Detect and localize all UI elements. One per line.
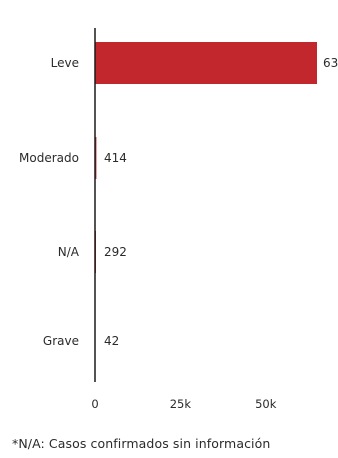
chart-svg: Leve 63 Moderado 414 N/A 292 Grave 42 0 25k 50k xyxy=(19,28,338,410)
category-label: Grave xyxy=(43,334,79,348)
bar-leve xyxy=(95,42,317,84)
footnote: *N/A: Casos confirmados sin información xyxy=(12,436,271,451)
value-label: 63 xyxy=(323,56,338,70)
category-label: N/A xyxy=(58,245,80,259)
bar-chart: Leve 63 Moderado 414 N/A 292 Grave 42 0 25k 50k xyxy=(19,28,338,410)
value-label: 414 xyxy=(104,151,127,165)
category-label: Leve xyxy=(51,56,79,70)
x-tick-label: 50k xyxy=(255,397,277,410)
category-label: Moderado xyxy=(19,151,79,165)
value-label: 292 xyxy=(104,245,127,259)
x-tick-label: 25k xyxy=(170,397,192,410)
x-tick-label: 0 xyxy=(91,397,98,410)
value-label: 42 xyxy=(104,334,119,348)
